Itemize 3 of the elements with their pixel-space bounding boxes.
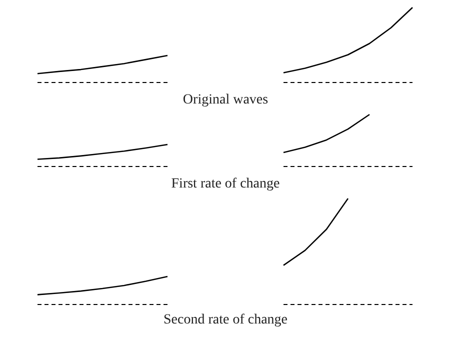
text: First rate of change (171, 176, 280, 192)
text: Second rate of change (164, 312, 288, 328)
text: Original waves (182, 92, 268, 108)
